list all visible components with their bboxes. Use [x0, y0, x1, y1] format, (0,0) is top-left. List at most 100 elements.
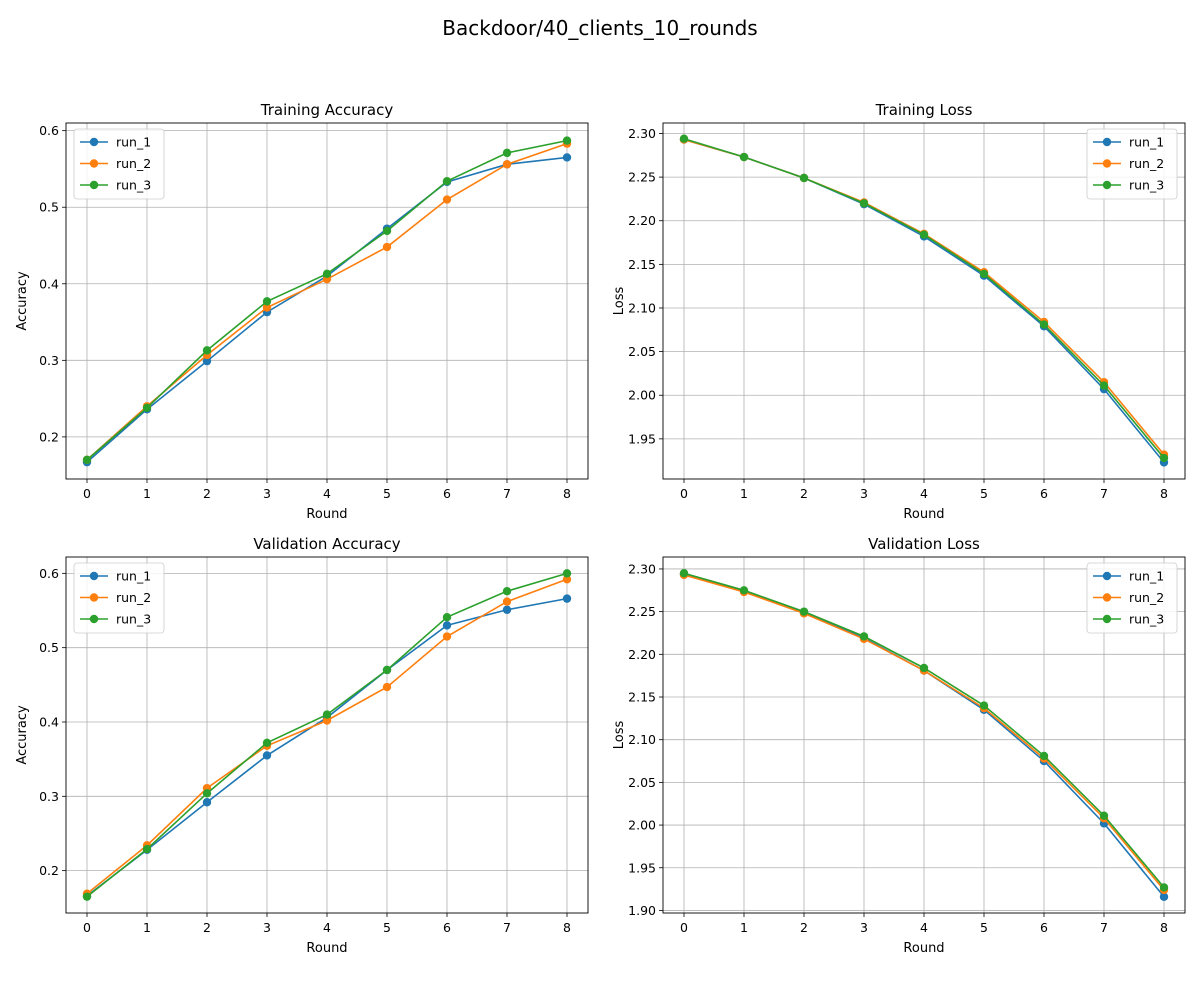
validation-accuracy-point-run_3-7	[502, 586, 512, 596]
validation-loss-xtick-label-1: 1	[740, 920, 748, 935]
validation-accuracy-ytick-label-3: 0.5	[39, 640, 59, 655]
validation-accuracy-legend-box	[73, 562, 165, 634]
validation-accuracy-xtick-label-2: 2	[203, 920, 211, 935]
validation-loss-xtick-label-8: 8	[1160, 920, 1168, 935]
validation-loss-ylabel: Loss	[612, 721, 627, 750]
validation-accuracy-legend-marker-run_3	[89, 614, 99, 624]
training-accuracy-point-run_2-3	[262, 303, 272, 312]
training-loss-ylabel: Loss	[612, 287, 627, 316]
validation-accuracy-point-run_3-0	[82, 892, 92, 901]
validation-accuracy-point-run_1-3	[262, 751, 272, 760]
training-accuracy-ylabel: Accuracy	[15, 271, 30, 331]
validation-accuracy-xtick-label-5: 5	[383, 920, 391, 935]
validation-accuracy-grid	[66, 557, 588, 913]
validation-loss-title: Validation Loss	[868, 535, 980, 553]
validation-loss-xtick-label-3: 3	[860, 920, 868, 935]
training-accuracy-point-run_3-0	[82, 455, 92, 465]
validation-loss-legend-label-run_2: run_2	[1129, 590, 1164, 605]
validation-loss-ytick-label-1: 1.95	[628, 860, 656, 875]
validation-loss-ytick-label-0: 1.90	[628, 903, 656, 918]
training-accuracy-xtick-label-3: 3	[263, 486, 271, 501]
validation-loss-point-run_3-2	[799, 607, 809, 616]
training-accuracy-point-run_3-7	[502, 148, 512, 158]
training-loss-xtick-label-7: 7	[1100, 486, 1108, 501]
training-loss-point-run_3-6	[1039, 320, 1049, 329]
training-loss-point-run_3-2	[799, 173, 809, 183]
validation-accuracy-xtick-label-4: 4	[323, 920, 331, 935]
validation-loss-xtick-label-2: 2	[800, 920, 808, 935]
training-accuracy-point-run_3-6	[442, 176, 452, 186]
validation-accuracy-legend-label-run_3: run_3	[116, 612, 151, 627]
training-accuracy-legend-marker-run_3	[89, 180, 99, 190]
training-accuracy-point-run_3-4	[322, 269, 332, 279]
validation-loss-xlabel: Round	[903, 941, 944, 956]
training-accuracy-point-run_2-7	[502, 160, 512, 169]
validation-accuracy-point-run_3-6	[442, 613, 452, 622]
validation-accuracy-point-run_1-6	[442, 621, 452, 630]
training-accuracy-point-run_3-3	[262, 297, 272, 306]
training-loss-point-run_3-3	[859, 199, 869, 208]
training-accuracy-xtick-label-5: 5	[383, 486, 391, 501]
training-loss-xtick-label-0: 0	[680, 486, 688, 501]
training-accuracy-legend: run_1 run_2 run_3	[73, 128, 165, 200]
validation-loss-xtick-label-7: 7	[1100, 920, 1108, 935]
training-loss-xtick-label-2: 2	[800, 486, 808, 501]
training-accuracy-xtick-label-8: 8	[563, 486, 571, 501]
validation-loss-point-run_3-1	[739, 586, 749, 595]
validation-loss-grid	[663, 557, 1185, 913]
training-loss-point-run_3-1	[739, 152, 749, 162]
training-accuracy-ytick-label-3: 0.5	[39, 200, 59, 215]
validation-accuracy-ytick-label-0: 0.2	[39, 863, 59, 878]
training-accuracy-xtick-label-6: 6	[443, 486, 451, 501]
validation-loss-point-run_3-5	[979, 701, 989, 710]
training-accuracy-point-run_3-1	[142, 403, 152, 412]
training-accuracy-grid	[66, 123, 588, 479]
training-loss-legend-label-run_3: run_3	[1129, 178, 1164, 193]
validation-accuracy-point-run_2-7	[502, 597, 512, 606]
training-loss-legend-marker-run_2	[1102, 159, 1112, 168]
validation-loss-legend-marker-run_3	[1102, 614, 1112, 624]
training-accuracy-legend-marker-run_2	[89, 159, 99, 168]
training-loss-xtick-label-6: 6	[1040, 486, 1048, 501]
training-accuracy-ytick-label-2: 0.4	[39, 276, 59, 291]
training-accuracy-point-run_3-8	[562, 136, 572, 145]
validation-loss-ytick-label-6: 2.20	[628, 647, 656, 662]
training-accuracy-xtick-label-0: 0	[83, 486, 91, 501]
training-loss-legend-box	[1086, 128, 1178, 200]
training-accuracy-xtick-label-1: 1	[143, 486, 151, 501]
validation-loss-point-run_3-0	[679, 569, 689, 578]
validation-loss-xtick-label-0: 0	[680, 920, 688, 935]
training-loss-point-run_3-7	[1099, 381, 1109, 390]
training-loss-legend-marker-run_1	[1102, 137, 1112, 147]
training-loss-legend-marker-run_3	[1102, 180, 1112, 190]
validation-loss-ytick-label-2: 2.00	[628, 818, 656, 833]
validation-accuracy-point-run_3-1	[142, 844, 152, 854]
validation-loss-ytick-label-5: 2.15	[628, 690, 656, 705]
training-accuracy-title: Training Accuracy	[260, 101, 394, 119]
training-accuracy-axes-frame	[65, 122, 589, 480]
validation-loss-point-run_3-6	[1039, 751, 1049, 761]
validation-accuracy-ylabel: Accuracy	[15, 705, 30, 765]
training-loss-ytick-label-5: 2.20	[628, 213, 656, 228]
training-accuracy-xtick-label-2: 2	[203, 486, 211, 501]
training-loss-ytick-label-0: 1.95	[628, 431, 656, 446]
validation-loss-point-run_3-8	[1159, 883, 1169, 892]
training-accuracy-point-run_3-2	[202, 346, 212, 355]
training-accuracy-ytick-label-0: 0.2	[39, 429, 59, 444]
validation-accuracy-point-run_2-5	[382, 682, 392, 692]
validation-accuracy-ytick-label-4: 0.6	[39, 566, 59, 581]
validation-loss-legend-box	[1086, 562, 1178, 634]
validation-accuracy-point-run_3-3	[262, 738, 272, 748]
training-loss-ytick-label-4: 2.15	[628, 257, 656, 272]
training-loss-title: Training Loss	[875, 101, 973, 119]
validation-loss-xtick-label-6: 6	[1040, 920, 1048, 935]
validation-accuracy-xtick-label-6: 6	[443, 920, 451, 935]
training-accuracy-ytick-label-4: 0.6	[39, 123, 59, 138]
validation-accuracy-xlabel: Round	[306, 941, 347, 956]
training-accuracy-point-run_1-2	[202, 356, 212, 366]
training-accuracy-legend-label-run_1: run_1	[116, 135, 151, 150]
validation-loss-ytick-label-3: 2.05	[628, 775, 656, 790]
